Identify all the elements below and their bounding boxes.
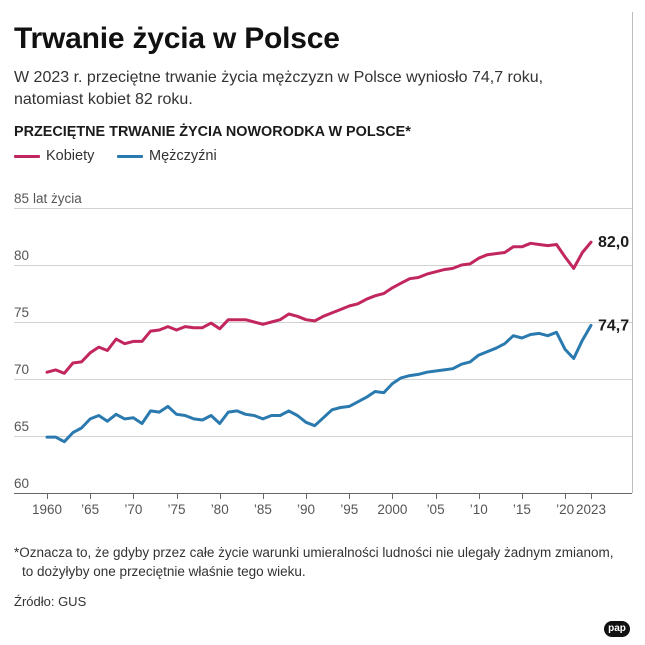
series-line-mezczyzni	[45, 323, 593, 444]
x-tick-label-2015: ’15	[513, 502, 531, 517]
x-tick-label-2020: ’20	[556, 502, 574, 517]
pap-logo: pap	[604, 621, 630, 637]
x-tick-label-1970: ’70	[124, 502, 142, 517]
footnote: *Oznacza to, że gdyby przez całe życie w…	[14, 543, 614, 581]
legend-item-mezczyzni: Mężczyźni	[117, 147, 217, 165]
subtitle: W 2023 r. przeciętne trwanie życia mężcz…	[14, 67, 543, 111]
x-tick-label-2005: ’05	[427, 502, 445, 517]
source-note: Źródło: GUS	[14, 594, 87, 609]
x-tick-label-1975: ’75	[168, 502, 186, 517]
footnote-line-2: to dożyłyby one przeciętnie właśnie tego…	[22, 564, 306, 579]
y-tick-label-70: 70	[14, 362, 29, 377]
legend-item-kobiety: Kobiety	[14, 147, 94, 165]
y-tick-label-75: 75	[14, 305, 29, 320]
y-tick-label-85: 85 lat życia	[14, 191, 82, 206]
y-tick-value: 75	[14, 305, 29, 320]
legend-label-mezczyzni: Mężczyźni	[149, 148, 217, 164]
subtitle-line-2: natomiast kobiet 82 roku.	[14, 91, 193, 108]
x-tick-label-1960: 1960	[32, 502, 62, 517]
y-tick-label-80: 80	[14, 248, 29, 263]
y-tick-value: 85	[14, 191, 29, 206]
x-axis	[47, 493, 592, 499]
y-tick-value: 60	[14, 476, 29, 491]
y-tick-label-60: 60	[14, 476, 29, 491]
x-tick-label-1990: ’90	[297, 502, 315, 517]
x-tick-label-1965: ’65	[81, 502, 99, 517]
legend-label-kobiety: Kobiety	[46, 148, 95, 164]
x-tick-label-1980: ’80	[211, 502, 229, 517]
y-tick-value: 65	[14, 419, 29, 434]
legend-swatch-mezczyzni	[117, 154, 143, 158]
x-tick-label-2000: 2000	[377, 502, 407, 517]
end-value-label-mezczyzni: 74,7	[598, 317, 629, 334]
x-tick-label-2010: ’10	[470, 502, 488, 517]
x-tick-label-1985: ’85	[254, 502, 272, 517]
y-tick-label-65: 65	[14, 419, 29, 434]
series-lines	[45, 240, 593, 444]
y-axis-unit-label: lat życia	[33, 191, 82, 206]
footnote-line-1: *Oznacza to, że gdyby przez całe życie w…	[14, 545, 614, 560]
x-tick-label-2023: 2023	[576, 502, 606, 517]
series-line-kobiety	[45, 240, 593, 375]
subtitle-line-1: W 2023 r. przeciętne trwanie życia mężcz…	[14, 69, 544, 86]
x-tick-label-1995: ’95	[340, 502, 358, 517]
chart-labels: 60 65 70 75 80 85 lat życia 1960 ’65 ’70 ’75 ’80 ’85…	[14, 191, 629, 517]
y-tick-value: 80	[14, 248, 29, 263]
legend-swatch-kobiety	[14, 154, 40, 158]
y-tick-value: 70	[14, 362, 29, 377]
gridlines	[14, 208, 632, 494]
end-value-label-kobiety: 82,0	[598, 234, 629, 251]
page-title: Trwanie życia w Polsce	[14, 22, 340, 55]
chart-title: PRZECIĘTNE TRWANIE ŻYCIA NOWORODKA W POL…	[14, 124, 411, 140]
